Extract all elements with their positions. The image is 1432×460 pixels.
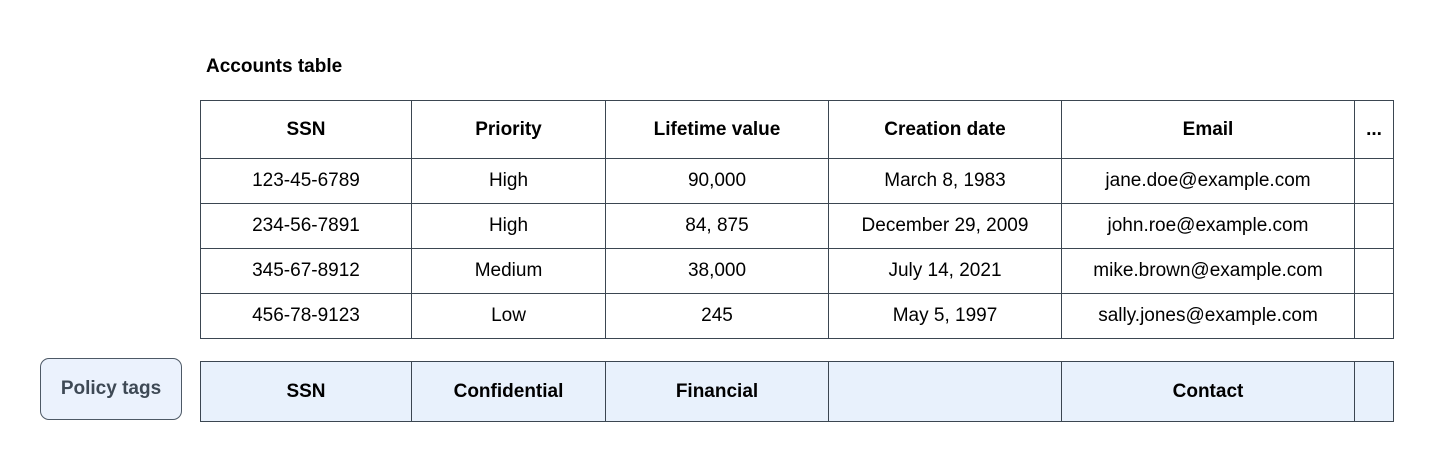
table-row: 123-45-6789 High 90,000 March 8, 1983 ja… (200, 158, 1394, 204)
policy-tags-row: SSN Confidential Financial Contact (200, 361, 1394, 422)
table-cell: 234-56-7891 (200, 203, 412, 249)
table-cell: Medium (411, 248, 606, 294)
column-header-creation-date: Creation date (828, 100, 1062, 159)
policy-tag-cell-contact: Contact (1061, 361, 1355, 422)
table-cell: sally.jones@example.com (1061, 293, 1355, 339)
table-cell: July 14, 2021 (828, 248, 1062, 294)
table-cell: john.roe@example.com (1061, 203, 1355, 249)
table-cell: 123-45-6789 (200, 158, 412, 204)
table-cell: March 8, 1983 (828, 158, 1062, 204)
table-cell: December 29, 2009 (828, 203, 1062, 249)
table-cell: jane.doe@example.com (1061, 158, 1355, 204)
policy-tag-cell-confidential: Confidential (411, 361, 606, 422)
table-title: Accounts table (206, 56, 343, 77)
table-cell (1354, 248, 1394, 294)
table-cell (1354, 293, 1394, 339)
policy-tag-cells: SSN Confidential Financial Contact (200, 361, 1394, 422)
table-cell: Low (411, 293, 606, 339)
table-cell: 456-78-9123 (200, 293, 412, 339)
table-cell: High (411, 203, 606, 249)
table-cell: May 5, 1997 (828, 293, 1062, 339)
policy-tags-label-text: Policy tags (60, 378, 162, 399)
table-cell: 90,000 (605, 158, 829, 204)
table-cell: 84, 875 (605, 203, 829, 249)
table-cell: 38,000 (605, 248, 829, 294)
policy-tag-cell-ssn: SSN (200, 361, 412, 422)
ellipsis-column-header: ... (1354, 100, 1394, 159)
table-row: 234-56-7891 High 84, 875 December 29, 20… (200, 203, 1394, 249)
column-header-priority: Priority (411, 100, 606, 159)
table-cell (1354, 158, 1394, 204)
accounts-table: SSN Priority Lifetime value Creation dat… (200, 100, 1394, 339)
table-cell: 345-67-8912 (200, 248, 412, 294)
policy-tag-cell-financial: Financial (605, 361, 829, 422)
policy-tags-label: Policy tags (40, 358, 182, 420)
table-row: 345-67-8912 Medium 38,000 July 14, 2021 … (200, 248, 1394, 294)
table-row: 456-78-9123 Low 245 May 5, 1997 sally.jo… (200, 293, 1394, 339)
column-header-ssn: SSN (200, 100, 412, 159)
table-cell (1354, 203, 1394, 249)
policy-tag-cell-empty (828, 361, 1062, 422)
column-header-lifetime-value: Lifetime value (605, 100, 829, 159)
header-row: SSN Priority Lifetime value Creation dat… (200, 100, 1394, 159)
table-cell: mike.brown@example.com (1061, 248, 1355, 294)
table-cell: High (411, 158, 606, 204)
column-header-email: Email (1061, 100, 1355, 159)
policy-tag-cell-trailing (1354, 361, 1394, 422)
table-cell: 245 (605, 293, 829, 339)
